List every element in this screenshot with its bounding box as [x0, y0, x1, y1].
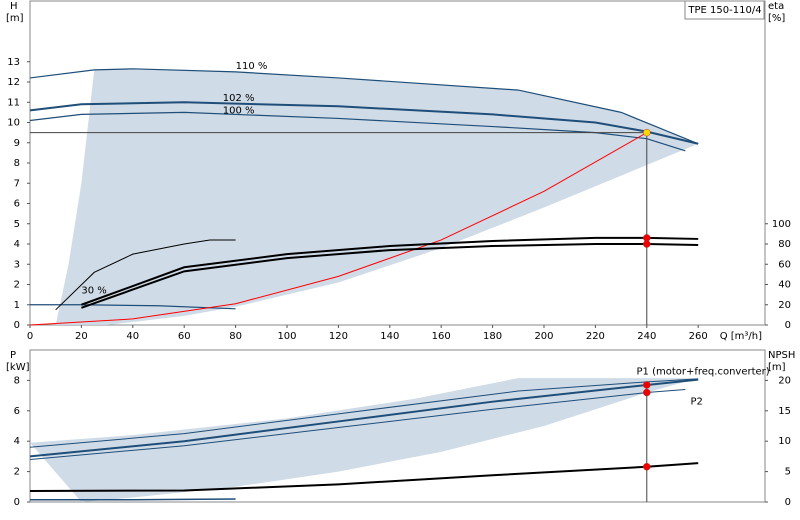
curve [81, 236, 699, 306]
curve-label: 100 % [223, 105, 255, 116]
x-axis-label: Q [m³/h] [720, 331, 762, 342]
y2-tick-label: 80 [778, 239, 791, 250]
y2-tick-label: 40 [778, 280, 791, 291]
y2-tick-label: 100 [772, 219, 791, 230]
y2-tick-label: 15 [778, 406, 791, 417]
y-tick-label: 1 [14, 300, 20, 311]
y-tick-label: 2 [14, 467, 20, 478]
x-tick-label: 140 [380, 331, 399, 342]
x-tick-label: 200 [534, 331, 553, 342]
curve-label: P2 [690, 397, 702, 408]
y-tick-label: 2 [14, 280, 20, 291]
y-tick-label: 6 [14, 406, 20, 417]
y2-axis-label: NPSH [768, 350, 795, 361]
y-axis-unit: [kW] [6, 362, 30, 373]
y2-axis-unit: [m] [768, 362, 786, 373]
y-axis-label: H [10, 1, 18, 12]
x-tick-label: 240 [637, 331, 656, 342]
duty-point [643, 381, 651, 389]
x-tick-label: 0 [27, 331, 33, 342]
curve-label: 102 % [223, 93, 255, 104]
y2-tick-label: 0 [785, 320, 791, 331]
y-tick-label: 13 [7, 57, 20, 68]
y-axis-label: P [10, 350, 16, 361]
duty-point [643, 128, 651, 137]
curve-label: P1 (motor+freq.converter) [637, 366, 770, 377]
x-tick-label: 180 [483, 331, 502, 342]
y2-tick-label: 0 [785, 497, 791, 508]
y-tick-label: 6 [14, 199, 20, 210]
curve-label: 110 % [236, 61, 268, 72]
duty-point [643, 388, 651, 397]
operating-range [30, 378, 699, 502]
x-tick-label: 40 [126, 331, 139, 342]
curve [29, 389, 686, 460]
curve [29, 378, 699, 448]
x-tick-label: 80 [229, 331, 242, 342]
curve [29, 68, 699, 145]
curve [29, 132, 648, 326]
title-box [684, 0, 765, 20]
x-tick-label: 20 [75, 331, 88, 342]
y-tick-label: 3 [14, 259, 20, 270]
y2-tick-label: 60 [778, 259, 791, 270]
curve [29, 462, 699, 493]
y-tick-label: 11 [7, 97, 20, 108]
x-tick-label: 260 [689, 331, 708, 342]
y-tick-label: 5 [14, 219, 20, 230]
x-tick-label: 120 [329, 331, 348, 342]
curve-label: 30 % [81, 286, 106, 297]
y2-axis-label: eta [768, 1, 784, 12]
y-tick-label: 8 [14, 158, 20, 169]
curve [29, 101, 699, 145]
x-tick-label: 220 [586, 331, 605, 342]
y-tick-label: 4 [14, 436, 20, 447]
x-tick-label: 100 [277, 331, 296, 342]
duty-point [643, 240, 651, 248]
y-tick-label: 8 [14, 375, 20, 386]
curve [30, 498, 236, 501]
y2-tick-label: 10 [778, 436, 791, 447]
curve [81, 243, 699, 309]
y-tick-label: 9 [14, 138, 20, 149]
y-tick-label: 4 [14, 239, 20, 250]
duty-point [643, 462, 651, 471]
y-tick-label: 7 [14, 178, 20, 189]
y-tick-label: 10 [7, 118, 20, 129]
y-tick-label: 0 [14, 320, 20, 331]
y2-tick-label: 5 [785, 467, 791, 478]
x-tick-label: 60 [178, 331, 191, 342]
y2-tick-label: 20 [778, 300, 791, 311]
y-axis-unit: [m] [6, 13, 24, 24]
y2-tick-label: 20 [778, 375, 791, 386]
y-tick-label: 12 [7, 77, 20, 88]
x-tick-label: 160 [432, 331, 451, 342]
curve [55, 239, 236, 311]
curve [29, 378, 699, 458]
curve [30, 304, 236, 310]
chart-title: TPE 150-110/4 [687, 5, 761, 16]
y-tick-label: 0 [14, 497, 20, 508]
y2-axis-unit: [%] [768, 13, 785, 24]
